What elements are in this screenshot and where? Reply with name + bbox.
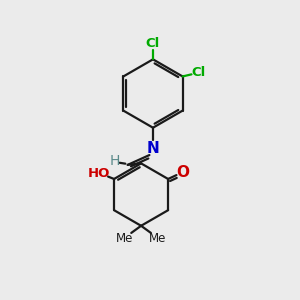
Text: H: H bbox=[110, 154, 120, 168]
Text: HO: HO bbox=[87, 167, 110, 180]
Text: Cl: Cl bbox=[146, 38, 160, 50]
Text: Me: Me bbox=[149, 232, 166, 245]
Text: N: N bbox=[147, 141, 159, 156]
Text: O: O bbox=[176, 165, 189, 180]
Text: Me: Me bbox=[116, 232, 134, 245]
Text: Cl: Cl bbox=[191, 66, 205, 80]
